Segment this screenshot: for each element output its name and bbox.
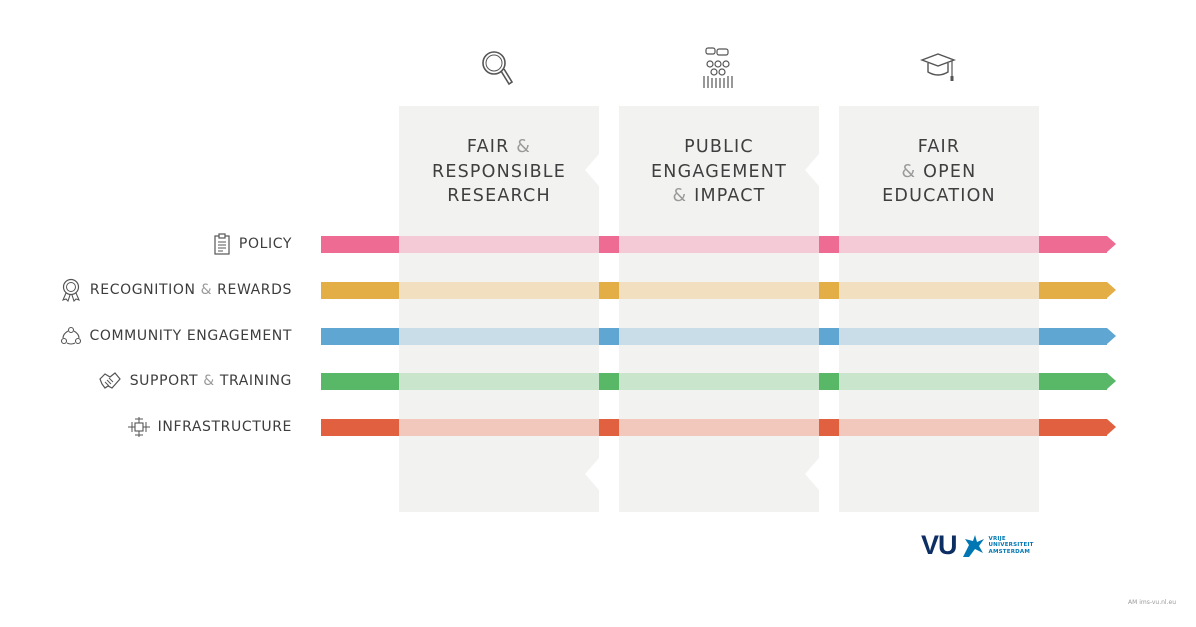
band-segment [819, 328, 839, 345]
audience-icon [703, 47, 733, 88]
band-segment [1039, 236, 1107, 253]
band-segment-light [839, 419, 1039, 436]
band-arrowhead [1107, 282, 1116, 298]
griffin-icon [962, 534, 984, 557]
band-segment [1039, 419, 1107, 436]
notch [819, 458, 833, 490]
band-segment [819, 419, 839, 436]
row-label-policy: POLICY [213, 233, 292, 255]
band-segment [321, 328, 399, 345]
award-ribbon-icon [61, 278, 80, 302]
band-segment-light [399, 419, 599, 436]
band-segment-light [399, 282, 599, 299]
band-segment-light [399, 373, 599, 390]
band-arrowhead [1107, 236, 1116, 252]
network-icon [127, 417, 150, 437]
row-label-recognition-rewards: RECOGNITION & REWARDS [60, 278, 292, 302]
band-arrowhead [1107, 419, 1116, 435]
band-segment-light [619, 373, 819, 390]
band-segment [599, 419, 619, 436]
row-label-community-engagement: COMMUNITY ENGAGEMENT [60, 326, 293, 346]
logo-text: VRIJE UNIVERSITEIT AMSTERDAM [988, 535, 1034, 555]
band-segment [599, 328, 619, 345]
column-fair-open-education [839, 106, 1039, 512]
band-segment [321, 373, 399, 390]
band-segment [819, 282, 839, 299]
logo-mark: VU [921, 530, 958, 560]
notch [585, 154, 599, 186]
row-label-support-training: SUPPORT & TRAINING [98, 371, 292, 391]
column-title: FAIR & RESPONSIBLE RESEARCH [431, 137, 567, 206]
band-segment-light [619, 328, 819, 345]
notch [805, 154, 819, 186]
notch [805, 458, 819, 490]
band-segment-light [619, 419, 819, 436]
column-fair-responsible-research [399, 106, 599, 512]
magnifier-icon [482, 51, 514, 86]
band-segment-light [619, 282, 819, 299]
band-segment [1039, 282, 1107, 299]
column-public-engagement-impact [619, 106, 819, 512]
row-label-infrastructure: INFRASTRUCTURE [127, 417, 292, 437]
band-segment [599, 236, 619, 253]
column-title: PUBLIC ENGAGEMENT & IMPACT [651, 137, 787, 206]
band-arrowhead [1107, 328, 1116, 344]
band-segment-light [399, 236, 599, 253]
graduation-cap-icon [920, 53, 956, 81]
band-segment [819, 373, 839, 390]
band-segment [1039, 373, 1107, 390]
handshake-icon [98, 372, 121, 389]
notch [599, 154, 613, 186]
band-segment-light [839, 328, 1039, 345]
notch [599, 458, 613, 490]
band-segment [599, 282, 619, 299]
notch [819, 154, 833, 186]
vu-logo: VU VRIJE UNIVERSITEIT AMSTERDAM [921, 530, 1034, 561]
clipboard-icon [214, 233, 230, 255]
column-title: FAIR & OPEN EDUCATION [882, 137, 996, 206]
band-segment-light [619, 236, 819, 253]
band-segment-light [839, 373, 1039, 390]
band-segment-light [839, 236, 1039, 253]
band-segment [1039, 328, 1107, 345]
band-arrowhead [1107, 373, 1116, 389]
band-segment-light [839, 282, 1039, 299]
community-cycle-icon [60, 326, 81, 345]
credit: AM ims-vu.nl.eu [1128, 599, 1176, 606]
band-segment [819, 236, 839, 253]
band-segment [321, 419, 399, 436]
band-segment [321, 236, 399, 253]
band-segment [599, 373, 619, 390]
band-segment-light [399, 328, 599, 345]
band-segment [321, 282, 399, 299]
notch [585, 458, 599, 490]
